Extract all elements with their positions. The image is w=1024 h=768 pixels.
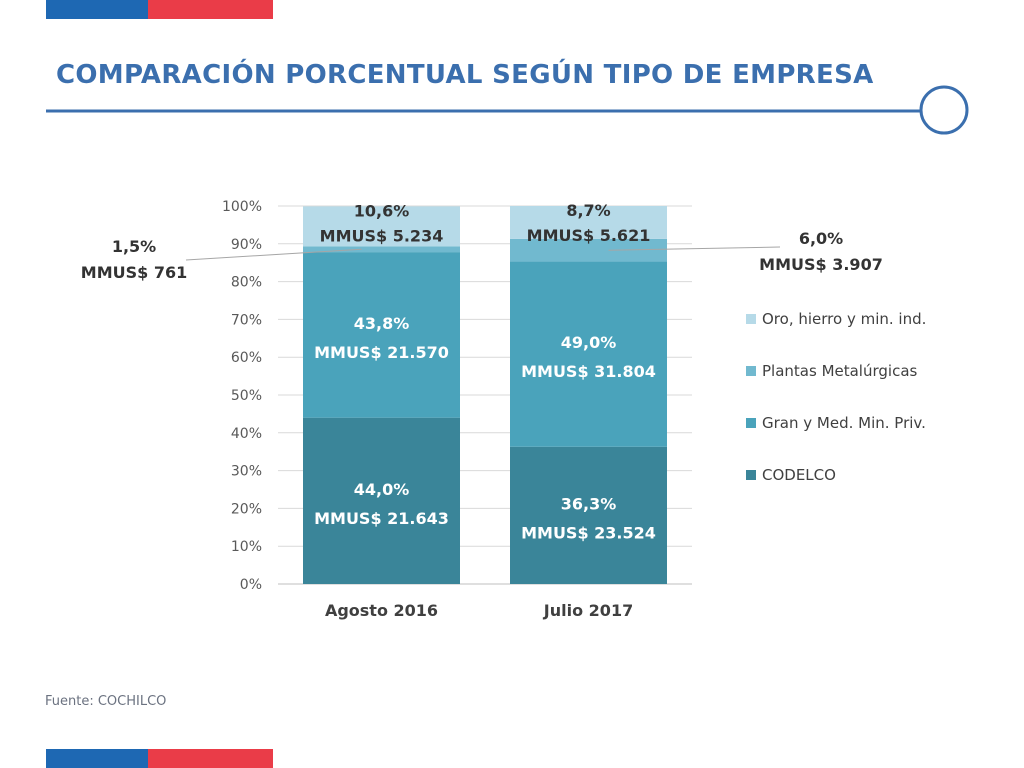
callout-leader-line <box>608 246 781 251</box>
label-layer: Agosto 2016 Julio 2017 44,0% MMUS$ 21.643 43… <box>81 201 883 620</box>
y-tick-label: 10% <box>231 539 262 555</box>
y-tick-label: 90% <box>231 237 262 253</box>
bar-segment <box>303 252 460 418</box>
bar-segment <box>303 206 460 247</box>
bar-segment <box>510 446 667 584</box>
bar-segment <box>303 246 460 253</box>
segment-percent-label: 8,7% <box>566 201 610 220</box>
legend-label: Oro, hierro y min. ind. <box>762 310 926 328</box>
legend-label: CODELCO <box>762 466 836 484</box>
segment-value-label: MMUS$ 21.643 <box>314 509 449 528</box>
segment-percent-label: 43,8% <box>354 314 410 333</box>
segment-percent-label: 44,0% <box>354 480 410 499</box>
callout-value-label: MMUS$ 761 <box>81 263 187 282</box>
segment-value-label: MMUS$ 23.524 <box>521 523 656 542</box>
x-category-label: Julio 2017 <box>543 601 633 620</box>
legend-label: Gran y Med. Min. Priv. <box>762 414 926 432</box>
segment-percent-label: 10,6% <box>354 201 410 220</box>
bar-segment <box>510 238 667 262</box>
segment-value-label: MMUS$ 21.570 <box>314 343 449 362</box>
legend-swatch <box>746 470 756 480</box>
y-tick-label: 80% <box>231 275 262 291</box>
callout-percent-label: 1,5% <box>112 237 156 256</box>
flag-blue-stripe <box>46 0 148 19</box>
segment-percent-label: 49,0% <box>561 333 617 352</box>
x-category-label: Agosto 2016 <box>325 601 438 620</box>
segment-percent-label: 36,3% <box>561 494 617 513</box>
bar-segment <box>510 206 667 239</box>
flag-bar-top <box>46 0 273 19</box>
flag-red-stripe <box>148 749 273 768</box>
stacked-bar-chart: 0% 10% 20% 30% 40% 50% 60% 70% 80% 90% 100% Agosto… <box>81 199 927 620</box>
legend-swatch <box>746 314 756 324</box>
y-tick-label: 50% <box>231 388 262 404</box>
y-tick-label: 70% <box>231 312 262 328</box>
y-tick-label: 30% <box>231 464 262 480</box>
flag-blue-stripe <box>46 749 148 768</box>
source-note: Fuente: COCHILCO <box>45 694 167 709</box>
callout-leader-line <box>185 248 362 261</box>
y-tick-label: 0% <box>240 577 262 593</box>
title-circle-ornament <box>919 85 969 135</box>
flag-red-stripe <box>148 0 273 19</box>
segment-value-label: MMUS$ 5.621 <box>527 226 651 245</box>
segment-value-label: MMUS$ 31.804 <box>521 362 656 381</box>
flag-bar-bottom <box>46 749 273 768</box>
title-underline <box>46 85 969 135</box>
slide-title: COMPARACIÓN PORCENTUAL SEGÚN TIPO DE EMP… <box>56 60 874 90</box>
legend: Oro, hierro y min. ind. Plantas Metalúrgi… <box>746 310 926 484</box>
bar-layer <box>303 206 667 584</box>
y-tick-label: 20% <box>231 501 262 517</box>
y-tick-label: 40% <box>231 426 262 442</box>
callout-value-label: MMUS$ 3.907 <box>759 255 883 274</box>
legend-swatch <box>746 366 756 376</box>
callout-percent-label: 6,0% <box>799 229 843 248</box>
bar-segment <box>303 417 460 584</box>
bar-segment <box>510 261 667 447</box>
y-tick-label: 100% <box>222 199 262 215</box>
legend-swatch <box>746 418 756 428</box>
legend-label: Plantas Metalúrgicas <box>762 362 918 380</box>
segment-value-label: MMUS$ 5.234 <box>320 226 444 245</box>
y-tick-label: 60% <box>231 350 262 366</box>
